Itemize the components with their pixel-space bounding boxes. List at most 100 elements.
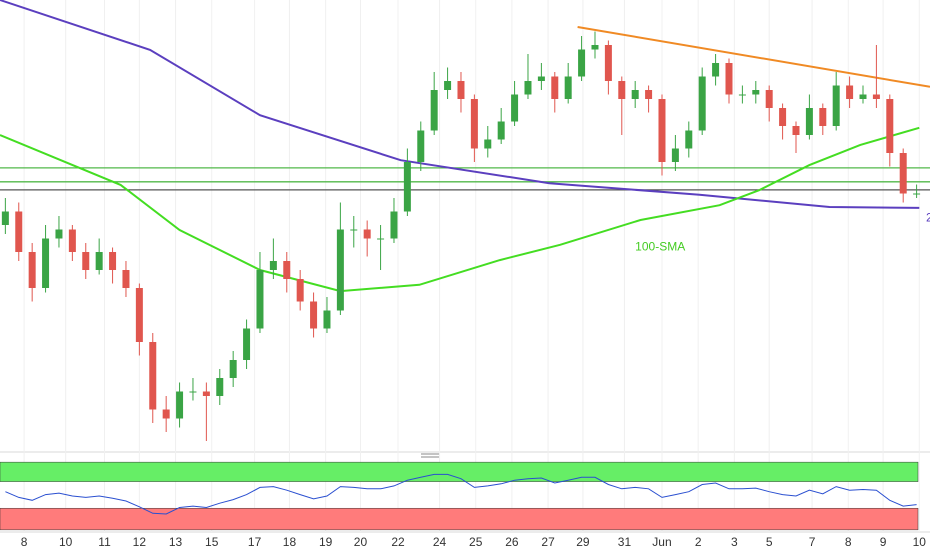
- candle-body: [899, 153, 907, 194]
- candle-body: [591, 45, 599, 50]
- candle-body: [202, 391, 210, 396]
- candle-body: [310, 301, 318, 329]
- candle-body: [658, 99, 666, 162]
- x-tick-label: Jun: [652, 535, 671, 549]
- series-line: [0, 0, 920, 209]
- candle-body: [671, 148, 679, 162]
- x-tick-label: 11: [98, 535, 111, 549]
- candle-body: [859, 94, 867, 99]
- candle-body: [564, 76, 572, 99]
- candle-body: [363, 229, 371, 239]
- candle-body: [779, 108, 787, 126]
- candle-body: [430, 90, 438, 131]
- candle-body: [712, 63, 720, 77]
- candle-body: [390, 211, 398, 239]
- candle-body: [377, 238, 385, 240]
- candle-body: [792, 126, 800, 135]
- candle-body: [738, 94, 746, 96]
- candle-body: [631, 90, 639, 99]
- x-tick-label: 10: [59, 535, 73, 549]
- x-tick-label: 8: [21, 535, 28, 549]
- candle-body: [444, 81, 452, 90]
- candle-body: [484, 139, 492, 149]
- x-tick-label: 25: [469, 535, 483, 549]
- candle-body: [269, 261, 277, 270]
- candle-body: [283, 261, 291, 279]
- rsi-line: [5, 473, 917, 515]
- x-tick-label: 19: [319, 535, 333, 549]
- x-tick-label: 3: [731, 535, 738, 549]
- candle-body: [819, 108, 827, 126]
- candle-body: [913, 193, 921, 195]
- candle-body: [336, 229, 344, 311]
- x-tick-label: 31: [618, 535, 632, 549]
- candle-body: [350, 229, 358, 231]
- x-tick-label: 10: [913, 535, 927, 549]
- candle-body: [149, 342, 157, 410]
- candle-body: [551, 76, 559, 99]
- candle-body: [323, 310, 331, 329]
- candle-body: [886, 99, 894, 153]
- candle-body: [832, 85, 840, 126]
- x-tick-label: 9: [880, 535, 887, 549]
- candle-body: [805, 108, 813, 135]
- x-tick-label: 12: [133, 535, 147, 549]
- annotation: 20: [926, 210, 930, 224]
- candle-body: [497, 121, 505, 140]
- candle-body: [68, 229, 76, 252]
- x-tick-label: 13: [169, 535, 183, 549]
- candle-body: [645, 90, 653, 99]
- candle-body: [698, 76, 706, 131]
- candle-body: [457, 81, 465, 99]
- candle-body: [162, 409, 170, 419]
- x-tick-label: 24: [433, 535, 447, 549]
- x-tick-label: 27: [541, 535, 555, 549]
- x-tick-label: 18: [283, 535, 297, 549]
- candle-body: [229, 360, 237, 378]
- x-tick-label: 15: [205, 535, 219, 549]
- pane-handle[interactable]: [421, 453, 439, 458]
- candle-body: [216, 378, 224, 396]
- series-line: [0, 126, 920, 293]
- annotation: 100-SMA: [635, 240, 685, 254]
- candle-body: [470, 99, 478, 149]
- rsi-band: [0, 461, 919, 482]
- x-tick-label: 5: [766, 535, 773, 549]
- candle-body: [618, 81, 626, 99]
- x-tick-label: 17: [248, 535, 262, 549]
- candle-body: [135, 288, 143, 342]
- candle-body: [524, 81, 532, 95]
- candle-body: [256, 270, 264, 329]
- candle-body: [189, 391, 197, 393]
- candle-body: [846, 85, 854, 99]
- candle-body: [176, 391, 184, 419]
- rsi-band: [0, 507, 919, 531]
- candle-body: [752, 90, 760, 95]
- candle-body: [95, 252, 103, 270]
- candle-body: [296, 279, 304, 302]
- candle-body: [578, 49, 586, 77]
- candle-body: [403, 162, 411, 212]
- x-tick-label: 29: [576, 535, 590, 549]
- candle-body: [417, 130, 425, 162]
- x-tick-label: 7: [809, 535, 816, 549]
- candle-body: [122, 270, 130, 288]
- candle-body: [1, 211, 9, 225]
- candle-body: [15, 211, 23, 252]
- x-tick-label: 2: [695, 535, 702, 549]
- x-tick-label: 22: [391, 535, 405, 549]
- candle-body: [537, 76, 545, 81]
- candle-body: [604, 45, 612, 81]
- series-line: [577, 26, 930, 88]
- x-tick-label: 8: [845, 535, 852, 549]
- candle-body: [765, 90, 773, 108]
- candle-body: [872, 94, 880, 99]
- candle-body: [109, 252, 117, 270]
- candle-body: [243, 328, 251, 360]
- x-tick-label: 26: [505, 535, 519, 549]
- candle-body: [685, 130, 693, 149]
- x-tick-label: 20: [354, 535, 368, 549]
- candle-body: [28, 252, 36, 288]
- candle-body: [511, 94, 519, 122]
